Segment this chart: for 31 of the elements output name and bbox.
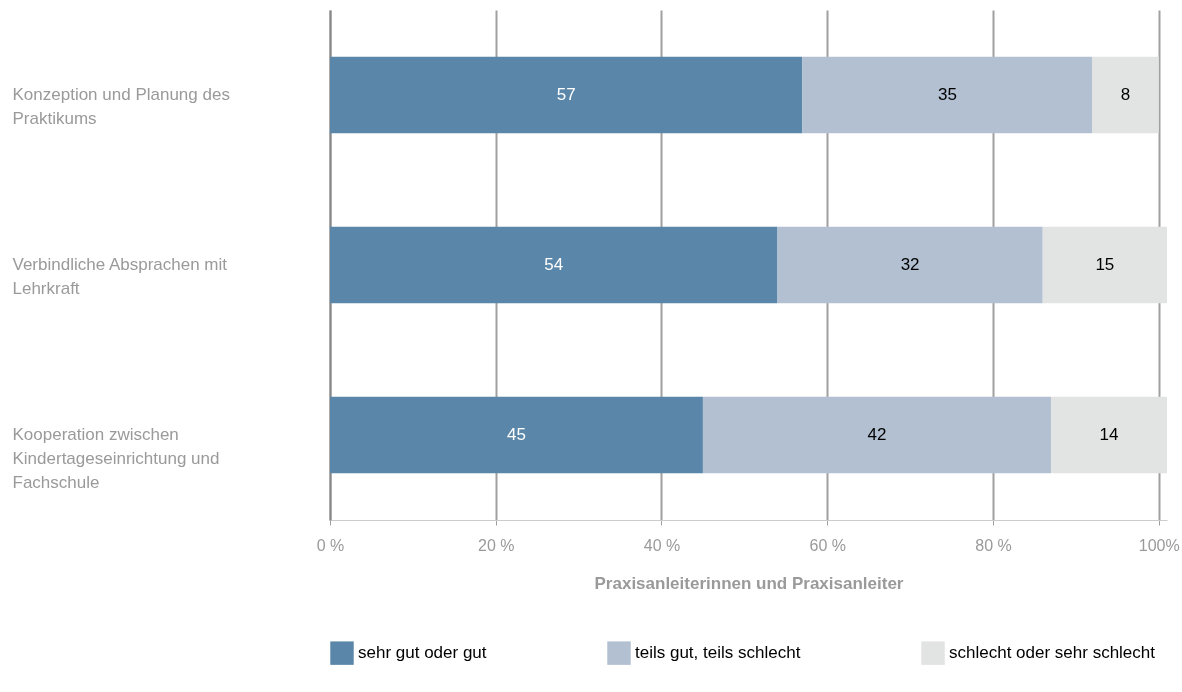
data-label: 45: [507, 425, 526, 444]
data-label: 54: [544, 255, 564, 274]
data-label: 57: [556, 85, 576, 104]
bar: [330, 56, 803, 134]
x-tick-label: 40 %: [643, 536, 681, 554]
bar: [330, 226, 778, 304]
data-label: 32: [900, 255, 920, 274]
y-tick-label: Verbindliche Absprachen mit Lehrkraft: [12, 255, 228, 298]
legend-label: schlecht oder sehr schlecht: [949, 643, 1156, 663]
y-tick-label: Konzeption und Planung des Praktikums: [12, 85, 230, 128]
bar: [330, 396, 703, 474]
bar: [777, 226, 1043, 304]
x-axis-title: Praxisanleiterinnen und Praxisanleiter: [594, 573, 904, 593]
data-label: 35: [937, 85, 957, 104]
data-label: 15: [1095, 255, 1115, 274]
bar: [1042, 226, 1167, 304]
bar: [1050, 396, 1167, 474]
legend-label: teils gut, teils schlecht: [635, 643, 801, 663]
x-tick-label: 100%: [1138, 536, 1180, 554]
bar: [702, 396, 1051, 474]
x-tick-label: 20 %: [478, 536, 515, 554]
y-tick-label: Kooperation zwischen Kindertageseinrichtung und Fachschule: [12, 425, 220, 492]
bar: [802, 56, 1093, 134]
legend-label: sehr gut oder gut: [358, 643, 487, 663]
x-tick-label: 80 %: [975, 536, 1012, 554]
data-label: 8: [1120, 85, 1131, 104]
data-label: 14: [1099, 425, 1119, 444]
x-tick-label: 60 %: [809, 536, 846, 554]
bar: [1092, 56, 1159, 134]
x-tick-label: 0 %: [316, 536, 345, 554]
data-label: 42: [867, 425, 887, 444]
